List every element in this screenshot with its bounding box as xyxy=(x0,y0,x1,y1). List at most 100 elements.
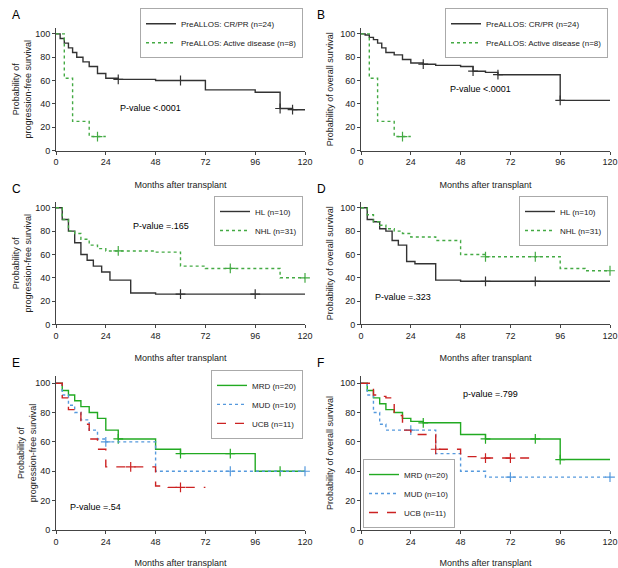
svg-text:120: 120 xyxy=(297,537,312,547)
svg-text:60: 60 xyxy=(40,76,50,86)
svg-text:40: 40 xyxy=(345,466,355,476)
svg-text:20: 20 xyxy=(345,296,355,306)
svg-text:80: 80 xyxy=(345,408,355,418)
svg-text:60: 60 xyxy=(40,250,50,260)
svg-text:48: 48 xyxy=(151,157,161,167)
svg-text:MRD (n=20): MRD (n=20) xyxy=(404,471,448,480)
svg-text:20: 20 xyxy=(40,296,50,306)
svg-text:60: 60 xyxy=(345,76,355,86)
svg-text:72: 72 xyxy=(505,157,515,167)
svg-text:80: 80 xyxy=(40,52,50,62)
svg-text:100: 100 xyxy=(340,203,355,213)
svg-text:P-value =.54: P-value =.54 xyxy=(70,502,121,512)
svg-text:20: 20 xyxy=(345,496,355,506)
svg-text:PreALLOS: Active disease (n=8): PreALLOS: Active disease (n=8) xyxy=(486,39,601,48)
svg-text:48: 48 xyxy=(456,157,466,167)
svg-text:96: 96 xyxy=(250,157,260,167)
svg-text:C: C xyxy=(12,182,21,196)
svg-text:0: 0 xyxy=(350,320,355,330)
svg-text:Months after transplant: Months after transplant xyxy=(134,558,227,568)
svg-text:0: 0 xyxy=(45,146,50,156)
svg-text:0: 0 xyxy=(53,331,58,341)
svg-text:96: 96 xyxy=(555,157,565,167)
svg-text:0: 0 xyxy=(350,525,355,535)
svg-text:40: 40 xyxy=(40,466,50,476)
svg-text:PreALLOS: CR/PR (n=24): PreALLOS: CR/PR (n=24) xyxy=(486,20,579,29)
svg-text:p-value =.799: p-value =.799 xyxy=(463,389,518,399)
svg-text:Probability ofprogression-free: Probability ofprogression-free survival xyxy=(16,404,38,503)
svg-text:80: 80 xyxy=(345,226,355,236)
svg-text:MUD (n=10): MUD (n=10) xyxy=(252,401,296,410)
svg-text:120: 120 xyxy=(602,537,617,547)
svg-text:MUD (n=10): MUD (n=10) xyxy=(404,490,448,499)
svg-text:0: 0 xyxy=(350,146,355,156)
svg-text:24: 24 xyxy=(101,157,111,167)
svg-text:96: 96 xyxy=(250,537,260,547)
svg-text:40: 40 xyxy=(40,99,50,109)
svg-text:48: 48 xyxy=(456,537,466,547)
svg-text:UCB (n=11): UCB (n=11) xyxy=(404,509,446,518)
svg-text:D: D xyxy=(317,182,326,196)
svg-text:HL (n=10): HL (n=10) xyxy=(560,208,596,217)
svg-text:24: 24 xyxy=(406,537,416,547)
svg-text:Months after transplant: Months after transplant xyxy=(439,180,532,190)
svg-text:Months after transplant: Months after transplant xyxy=(134,180,227,190)
svg-text:24: 24 xyxy=(101,331,111,341)
svg-text:Probability ofprogression-free: Probability ofprogression-free survival xyxy=(11,40,33,139)
svg-text:Months after transplant: Months after transplant xyxy=(134,353,227,363)
svg-text:Probability of overall surviva: Probability of overall survival xyxy=(325,396,335,510)
svg-text:40: 40 xyxy=(40,273,50,283)
svg-text:60: 60 xyxy=(40,437,50,447)
svg-text:E: E xyxy=(12,356,20,370)
svg-text:120: 120 xyxy=(602,157,617,167)
svg-text:F: F xyxy=(317,356,324,370)
svg-text:72: 72 xyxy=(200,537,210,547)
svg-text:80: 80 xyxy=(345,52,355,62)
svg-text:PreALLOS: CR/PR (n=24): PreALLOS: CR/PR (n=24) xyxy=(181,20,274,29)
svg-text:NHL (n=31): NHL (n=31) xyxy=(560,227,602,236)
svg-text:96: 96 xyxy=(555,331,565,341)
svg-text:80: 80 xyxy=(40,408,50,418)
svg-text:96: 96 xyxy=(555,537,565,547)
svg-text:72: 72 xyxy=(505,537,515,547)
svg-text:20: 20 xyxy=(40,496,50,506)
svg-text:P-value =.165: P-value =.165 xyxy=(133,221,189,231)
svg-text:48: 48 xyxy=(151,331,161,341)
svg-text:72: 72 xyxy=(200,157,210,167)
svg-text:24: 24 xyxy=(101,537,111,547)
svg-text:A: A xyxy=(12,8,20,22)
svg-text:HL (n=10): HL (n=10) xyxy=(255,208,291,217)
svg-text:24: 24 xyxy=(406,331,416,341)
svg-text:60: 60 xyxy=(345,437,355,447)
svg-text:P-value <.0001: P-value <.0001 xyxy=(450,84,511,94)
svg-text:120: 120 xyxy=(297,331,312,341)
svg-text:MRD (n=20): MRD (n=20) xyxy=(252,382,296,391)
svg-text:96: 96 xyxy=(250,331,260,341)
svg-text:80: 80 xyxy=(40,226,50,236)
svg-text:UCB (n=11): UCB (n=11) xyxy=(252,420,294,429)
svg-text:0: 0 xyxy=(53,537,58,547)
svg-text:Probability of overall surviva: Probability of overall survival xyxy=(325,206,335,320)
svg-text:20: 20 xyxy=(345,122,355,132)
svg-text:0: 0 xyxy=(358,331,363,341)
svg-text:PreALLOS: Active disease (n=8): PreALLOS: Active disease (n=8) xyxy=(181,39,296,48)
svg-text:100: 100 xyxy=(35,29,50,39)
svg-text:Probability ofprogression-free: Probability ofprogression-free survival xyxy=(11,214,33,313)
svg-text:0: 0 xyxy=(358,157,363,167)
svg-text:NHL (n=31): NHL (n=31) xyxy=(255,227,297,236)
svg-text:0: 0 xyxy=(358,537,363,547)
svg-text:P-value =.323: P-value =.323 xyxy=(375,292,431,302)
svg-text:100: 100 xyxy=(35,378,50,388)
svg-text:0: 0 xyxy=(45,320,50,330)
svg-text:120: 120 xyxy=(602,331,617,341)
svg-text:40: 40 xyxy=(345,273,355,283)
svg-text:20: 20 xyxy=(40,122,50,132)
svg-text:24: 24 xyxy=(406,157,416,167)
svg-text:0: 0 xyxy=(53,157,58,167)
svg-text:48: 48 xyxy=(456,331,466,341)
svg-text:100: 100 xyxy=(340,29,355,39)
svg-text:72: 72 xyxy=(200,331,210,341)
svg-text:0: 0 xyxy=(45,525,50,535)
svg-text:B: B xyxy=(317,8,325,22)
svg-text:72: 72 xyxy=(505,331,515,341)
